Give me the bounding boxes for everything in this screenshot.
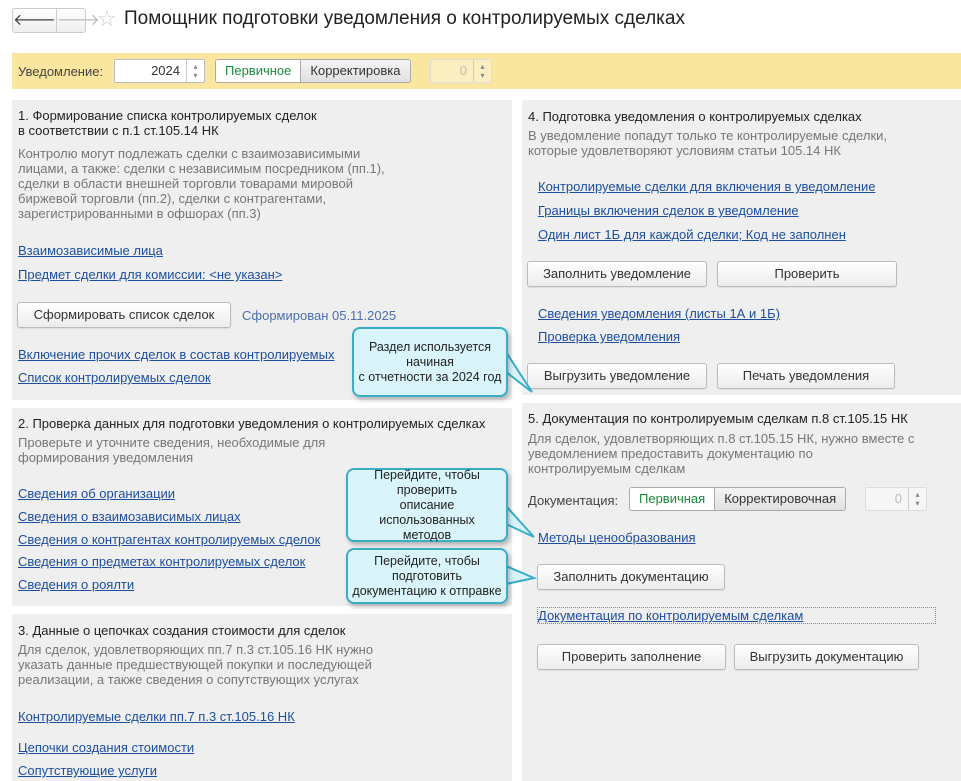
doc-correction-number-value: 0 bbox=[894, 491, 902, 506]
pricing-methods-link[interactable]: Методы ценообразования bbox=[538, 530, 696, 545]
page-title: Помощник подготовки уведомления о контро… bbox=[124, 8, 685, 29]
spin-arrows-icon[interactable]: ▴ ▾ bbox=[473, 60, 491, 82]
form-deals-list-button[interactable]: Сформировать список сделок bbox=[17, 302, 231, 328]
section-3: 3. Данные о цепочках создания стоимости … bbox=[12, 614, 512, 781]
print-notification-button[interactable]: Печать уведомления bbox=[717, 363, 895, 389]
primary-option[interactable]: Первичное bbox=[216, 60, 301, 82]
export-notification-button[interactable]: Выгрузить уведомление bbox=[527, 363, 707, 389]
notification-check-link[interactable]: Проверка уведомления bbox=[538, 329, 681, 344]
callout-3-tail bbox=[505, 564, 538, 586]
callout-section-usage: Раздел используется начиная с отчетности … bbox=[352, 327, 508, 397]
correction-option[interactable]: Корректировочная bbox=[714, 488, 846, 510]
notification-label: Уведомление: bbox=[18, 64, 104, 79]
organization-info-link[interactable]: Сведения об организации bbox=[18, 486, 176, 501]
related-services-link[interactable]: Сопутствующие услуги bbox=[18, 763, 158, 778]
correction-number-value: 0 bbox=[459, 63, 467, 78]
notification-type-toggle[interactable]: Первичное Корректировка bbox=[215, 59, 411, 83]
notification-sheets-link[interactable]: Сведения уведомления (листы 1А и 1Б) bbox=[538, 306, 780, 321]
section-4-description: В уведомление попадут только те контроли… bbox=[528, 128, 888, 158]
inclusion-limits-link[interactable]: Границы включения сделок в уведомление bbox=[538, 203, 799, 218]
counterparties-info-link[interactable]: Сведения о контрагентах контролируемых с… bbox=[18, 532, 321, 547]
documentation-type-toggle[interactable]: Первичная Корректировочная bbox=[629, 487, 847, 511]
section-2-title: 2. Проверка данных для подготовки уведом… bbox=[18, 416, 486, 431]
chain-deals-link[interactable]: Контролируемые сделки пп.7 п.3 ст.105.16… bbox=[18, 709, 295, 724]
callout-2-tail bbox=[505, 503, 535, 538]
check-button[interactable]: Проверить bbox=[717, 261, 897, 287]
sheet-1b-link[interactable]: Один лист 1Б для каждой сделки; Код не з… bbox=[538, 227, 846, 242]
fill-notification-button[interactable]: Заполнить уведомление bbox=[527, 261, 707, 287]
value-chains-link[interactable]: Цепочки создания стоимости bbox=[18, 740, 195, 755]
correction-number-field[interactable]: 0 ▴ ▾ bbox=[430, 59, 492, 83]
section-5-description: Для сделок, удовлетворяющих п.8 ст.105.1… bbox=[528, 431, 915, 476]
section-2-description: Проверьте и уточните сведения, необходим… bbox=[18, 435, 326, 465]
spin-arrows-icon[interactable]: ▴ ▾ bbox=[908, 488, 926, 510]
section-1-description: Контролю могут подлежать сделки с взаимо… bbox=[18, 146, 385, 221]
section-1: 1. Формирование списка контролируемых сд… bbox=[12, 100, 512, 400]
year-value[interactable]: 2024 bbox=[151, 63, 180, 78]
related-parties-info-link[interactable]: Сведения о взаимозависимых лицах bbox=[18, 509, 241, 524]
notification-toolbar: Уведомление: 2024 ▴ ▾ Первичное Корректиров… bbox=[12, 53, 961, 89]
documentation-label: Документация: bbox=[528, 493, 619, 508]
spin-arrows-icon[interactable]: ▴ ▾ bbox=[186, 60, 204, 82]
deal-subjects-info-link[interactable]: Сведения о предметах контролируемых сдел… bbox=[18, 554, 306, 569]
section-5-title: 5. Документация по контролируемым сделка… bbox=[528, 411, 908, 426]
primary-option[interactable]: Первичная bbox=[630, 488, 715, 510]
documentation-link[interactable]: Документация по контролируемым сделкам bbox=[538, 608, 804, 623]
section-3-description: Для сделок, удовлетворяющих пп.7 п.3 ст.… bbox=[18, 642, 374, 687]
documentation-link-focus: Документация по контролируемым сделкам bbox=[537, 607, 936, 624]
formed-status: Сформирован 05.11.2025 bbox=[242, 308, 397, 323]
callout-1-tail bbox=[505, 348, 533, 393]
arrow-right-icon[interactable]: 🡒 bbox=[56, 12, 100, 29]
check-filling-button[interactable]: Проверить заполнение bbox=[537, 644, 726, 670]
section-4: 4. Подготовка уведомления о контролируем… bbox=[522, 100, 961, 395]
commission-subject-link[interactable]: Предмет сделки для комиссии: <не указан> bbox=[18, 267, 283, 282]
fill-documentation-button[interactable]: Заполнить документацию bbox=[537, 564, 725, 590]
section-1-title: 1. Формирование списка контролируемых сд… bbox=[18, 108, 317, 138]
star-icon[interactable]: ☆ bbox=[97, 6, 117, 31]
navigation-buttons: 🡐 🡒 bbox=[12, 8, 100, 33]
related-parties-link[interactable]: Взаимозависимые лица bbox=[18, 243, 163, 258]
section-3-title: 3. Данные о цепочках создания стоимости … bbox=[18, 623, 346, 638]
royalty-info-link[interactable]: Сведения о роялти bbox=[18, 577, 135, 592]
correction-option[interactable]: Корректировка bbox=[300, 60, 410, 82]
deals-for-notification-link[interactable]: Контролируемые сделки для включения в ув… bbox=[538, 179, 876, 194]
arrow-left-icon[interactable]: 🡐 bbox=[13, 9, 57, 32]
callout-documentation: Перейдите, чтобы подготовить документацию … bbox=[346, 548, 508, 604]
doc-correction-number-field[interactable]: 0 ▴ ▾ bbox=[865, 487, 927, 511]
export-documentation-button[interactable]: Выгрузить документацию bbox=[734, 644, 919, 670]
controlled-deals-list-link[interactable]: Список контролируемых сделок bbox=[18, 370, 211, 385]
callout-methods: Перейдите, чтобы проверить описание испол… bbox=[346, 468, 508, 542]
include-other-deals-link[interactable]: Включение прочих сделок в состав контрол… bbox=[18, 347, 335, 362]
section-5: 5. Документация по контролируемым сделка… bbox=[522, 403, 961, 781]
section-4-title: 4. Подготовка уведомления о контролируем… bbox=[528, 109, 862, 124]
year-field[interactable]: 2024 ▴ ▾ bbox=[114, 59, 205, 83]
